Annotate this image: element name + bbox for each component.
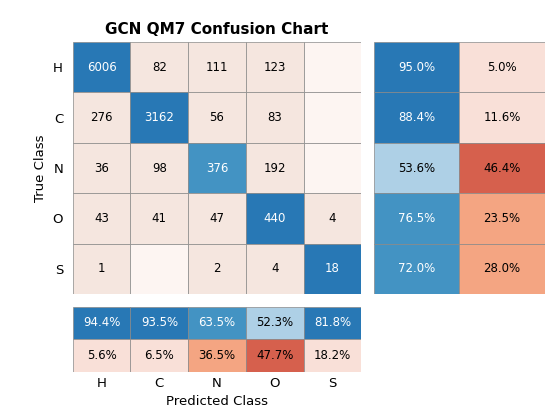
Text: 4: 4 [329,212,336,225]
FancyBboxPatch shape [130,92,188,143]
FancyBboxPatch shape [130,143,188,193]
Text: 41: 41 [152,212,167,225]
Text: 4: 4 [271,262,278,275]
FancyBboxPatch shape [73,339,130,372]
X-axis label: Predicted Class: Predicted Class [166,395,268,408]
Text: 56: 56 [209,111,225,124]
Text: 88.4%: 88.4% [398,111,435,124]
FancyBboxPatch shape [304,143,361,193]
FancyBboxPatch shape [304,92,361,143]
FancyBboxPatch shape [459,92,545,143]
Text: 5.6%: 5.6% [87,349,116,362]
Text: 111: 111 [206,61,228,74]
FancyBboxPatch shape [188,339,246,372]
FancyBboxPatch shape [459,143,545,193]
FancyBboxPatch shape [73,92,130,143]
FancyBboxPatch shape [188,244,246,294]
FancyBboxPatch shape [246,92,304,143]
Text: 6.5%: 6.5% [144,349,174,362]
Text: 28.0%: 28.0% [484,262,521,275]
Text: 95.0%: 95.0% [398,61,435,74]
Text: 47: 47 [209,212,225,225]
FancyBboxPatch shape [73,244,130,294]
Text: 72.0%: 72.0% [398,262,436,275]
FancyBboxPatch shape [188,42,246,92]
FancyBboxPatch shape [188,193,246,244]
FancyBboxPatch shape [246,339,304,372]
Text: 53.6%: 53.6% [398,162,435,174]
Title: GCN QM7 Confusion Chart: GCN QM7 Confusion Chart [105,22,329,37]
Text: 440: 440 [264,212,286,225]
FancyBboxPatch shape [304,42,361,92]
FancyBboxPatch shape [73,143,130,193]
FancyBboxPatch shape [130,193,188,244]
FancyBboxPatch shape [246,42,304,92]
Text: 93.5%: 93.5% [141,316,178,329]
FancyBboxPatch shape [374,42,459,92]
Text: 82: 82 [152,61,167,74]
Text: 63.5%: 63.5% [198,316,236,329]
Text: 5.0%: 5.0% [487,61,517,74]
FancyBboxPatch shape [73,193,130,244]
FancyBboxPatch shape [188,143,246,193]
FancyBboxPatch shape [374,92,459,143]
FancyBboxPatch shape [459,244,545,294]
FancyBboxPatch shape [73,307,130,339]
FancyBboxPatch shape [246,193,304,244]
FancyBboxPatch shape [246,307,304,339]
FancyBboxPatch shape [304,193,361,244]
Text: 83: 83 [267,111,282,124]
FancyBboxPatch shape [246,143,304,193]
Text: 46.4%: 46.4% [483,162,521,174]
FancyBboxPatch shape [459,193,545,244]
FancyBboxPatch shape [304,244,361,294]
FancyBboxPatch shape [304,339,361,372]
Text: 81.8%: 81.8% [314,316,351,329]
Text: 18: 18 [325,262,340,275]
Text: 3162: 3162 [144,111,174,124]
Text: 36.5%: 36.5% [198,349,236,362]
Y-axis label: True Class: True Class [34,134,47,202]
Text: 192: 192 [263,162,286,174]
Text: 47.7%: 47.7% [256,349,293,362]
FancyBboxPatch shape [188,307,246,339]
FancyBboxPatch shape [246,244,304,294]
Text: 52.3%: 52.3% [256,316,293,329]
Text: 98: 98 [152,162,167,174]
Text: 376: 376 [206,162,228,174]
FancyBboxPatch shape [188,92,246,143]
FancyBboxPatch shape [459,42,545,92]
Text: 2: 2 [213,262,221,275]
Text: 36: 36 [94,162,109,174]
Text: 94.4%: 94.4% [83,316,120,329]
Text: 123: 123 [264,61,286,74]
Text: 6006: 6006 [87,61,116,74]
FancyBboxPatch shape [73,42,130,92]
FancyBboxPatch shape [130,42,188,92]
Text: 276: 276 [90,111,113,124]
Text: 11.6%: 11.6% [483,111,521,124]
FancyBboxPatch shape [304,307,361,339]
FancyBboxPatch shape [374,193,459,244]
Text: 23.5%: 23.5% [484,212,521,225]
Text: 76.5%: 76.5% [398,212,436,225]
FancyBboxPatch shape [130,307,188,339]
Text: 18.2%: 18.2% [314,349,351,362]
FancyBboxPatch shape [374,244,459,294]
FancyBboxPatch shape [130,244,188,294]
FancyBboxPatch shape [130,339,188,372]
Text: 43: 43 [94,212,109,225]
FancyBboxPatch shape [374,143,459,193]
Text: 1: 1 [98,262,105,275]
